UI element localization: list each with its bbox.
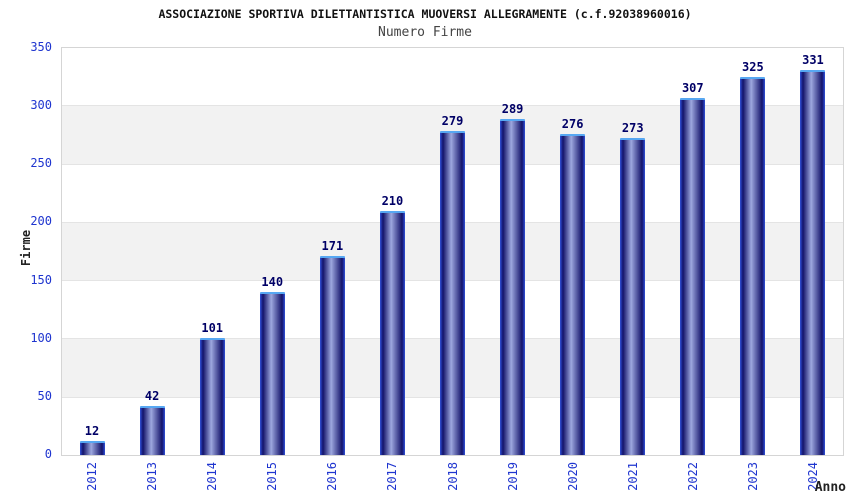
grid-band-plain <box>62 48 843 106</box>
bar-value-label: 273 <box>621 121 644 135</box>
bar-2019 <box>500 119 526 455</box>
y-tick-label: 350 <box>30 40 52 54</box>
x-tick-label: 2015 <box>265 462 280 491</box>
bar-2022 <box>680 98 706 455</box>
bar-2013 <box>139 406 165 455</box>
bar-2012 <box>79 441 105 455</box>
bar-2014 <box>199 338 225 455</box>
bar-2015 <box>259 292 285 455</box>
x-tick-label: 2021 <box>625 462 640 491</box>
bar-2021 <box>620 138 646 455</box>
x-tick-label: 2016 <box>325 462 340 491</box>
bar-value-label: 210 <box>381 194 404 208</box>
bar-value-label: 12 <box>84 424 100 438</box>
y-tick-label: 0 <box>44 447 52 461</box>
x-tick-label: 2022 <box>685 462 700 491</box>
plot-area: 12 42 101 140 171 210 279 289 276 273 307 325 331 <box>61 47 844 456</box>
bar-2024 <box>800 70 826 455</box>
bar-value-label: 140 <box>261 275 284 289</box>
bar-value-label: 279 <box>441 114 464 128</box>
bars-container: 12 42 101 140 171 210 279 289 276 273 307 325 331 <box>62 48 843 455</box>
x-tick-label: 2013 <box>145 462 160 491</box>
x-tick-label: 2019 <box>505 462 520 491</box>
bar-value-label: 325 <box>742 60 764 74</box>
bar-value-label: 307 <box>681 81 704 95</box>
chart-subtitle: Numero Firme <box>378 25 472 40</box>
x-tick-label: 2014 <box>205 462 220 491</box>
bar-2020 <box>560 134 586 455</box>
bar-2018 <box>440 131 465 455</box>
bar-value-label: 171 <box>321 239 344 253</box>
y-tick-label: 300 <box>30 98 52 113</box>
chart-title: ASSOCIAZIONE SPORTIVA DILETTANTISTICA MU… <box>158 7 692 21</box>
bar-value-label: 42 <box>144 389 160 403</box>
bar-value-label: 276 <box>561 117 584 131</box>
y-tick-label: 150 <box>30 272 52 287</box>
bar-value-label: 101 <box>201 321 224 335</box>
y-tick-label: 200 <box>30 214 52 229</box>
y-tick-label: 100 <box>30 330 52 345</box>
bar-2017 <box>379 211 405 455</box>
y-tick-label: 250 <box>30 156 52 171</box>
bar-2023 <box>740 77 766 455</box>
bar-value-label: 331 <box>802 53 824 67</box>
bar-value-label: 289 <box>501 102 524 116</box>
x-tick-label: 2012 <box>85 462 100 491</box>
x-tick-label: 2018 <box>445 462 460 491</box>
x-tick-label: 2017 <box>385 462 400 491</box>
x-axis-title: Anno <box>814 480 846 495</box>
x-tick-label: 2023 <box>745 462 760 491</box>
y-tick-label: 50 <box>37 388 52 403</box>
x-tick-label: 2020 <box>565 462 580 491</box>
bar-2016 <box>319 256 345 455</box>
